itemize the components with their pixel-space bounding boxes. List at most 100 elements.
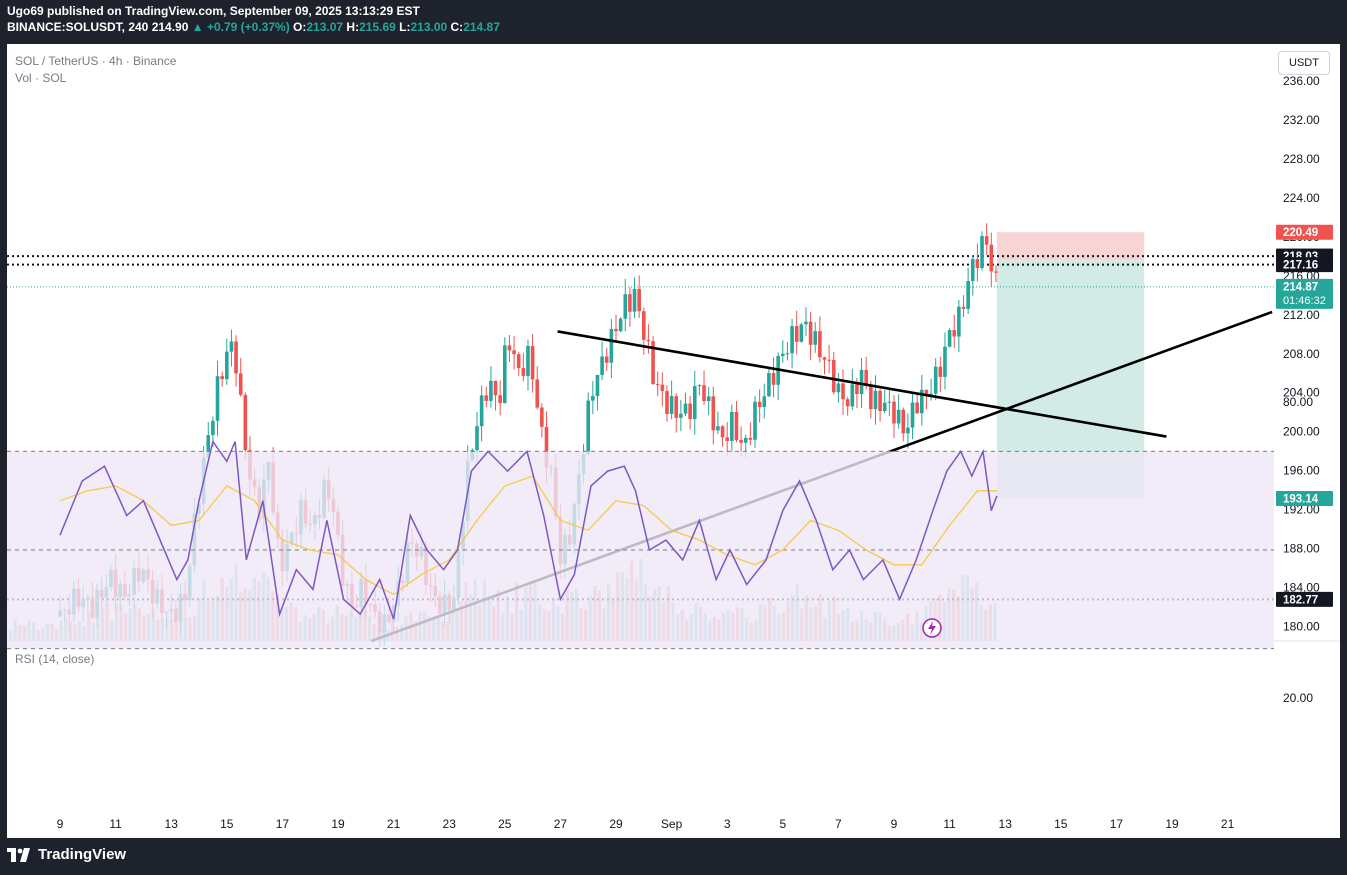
time-tick-label: 19 [331,817,345,831]
candle-body [600,356,604,376]
candle-body [479,395,484,427]
candle-body [887,401,892,403]
candle-body [790,326,794,354]
candle-body [489,380,493,401]
candle-body [609,328,614,363]
candle-body [938,366,943,377]
ohlc-high: 215.69 [359,20,396,34]
currency-button[interactable]: USDT [1278,51,1330,75]
rsi-tick-label: 80.00 [1283,395,1313,409]
price-label-box [1276,490,1333,506]
candle-body [243,394,248,451]
candle-body [530,345,535,380]
tradingview-logo[interactable]: TradingView [7,846,126,863]
price-label-box [1276,591,1333,607]
time-tick-label: 3 [724,817,731,831]
price-tick-label: 224.00 [1283,191,1320,205]
candle-body [618,318,623,332]
time-tick-label: 9 [57,817,64,831]
candle-body [493,380,498,396]
candle-body [943,346,947,377]
candle-body [785,353,790,355]
candle-body [753,401,757,440]
candle-body [697,385,702,387]
candle-body [716,426,720,431]
candle-body [845,399,850,407]
price-tick-label: 184.00 [1283,580,1320,594]
candle-body [535,379,540,408]
candle-body [595,375,600,396]
candle-body [614,328,618,332]
candle-body [869,385,873,410]
ohlc-open-label: O: [293,20,307,34]
price-label-box [1276,278,1333,309]
candle-body [692,386,697,420]
candle-body [674,396,679,418]
time-tick-label: 11 [943,817,956,831]
candle-body [211,420,215,436]
candle-body [762,396,767,408]
time-tick-label: 9 [891,817,898,831]
candle-body [628,294,632,312]
series-title: SOL / TetherUS · 4h · Binance [15,54,177,68]
symbol-ohlc: BINANCE:SOLUSDT, 240 214.90 ▲ +0.79 (+0.… [7,19,500,35]
candle-body [623,294,628,319]
candle-body [665,391,669,414]
price-chart[interactable]: 236.00232.00228.00224.00220.00216.00212.… [7,44,1340,838]
rsi-label: RSI (14, close) [15,652,94,666]
time-tick-label: 29 [609,817,623,831]
candle-body [864,369,868,386]
candle-body [234,341,238,374]
candle-body [910,402,915,428]
candle-body [503,345,507,404]
stop-loss-zone [996,232,1145,261]
candle-body [215,376,220,421]
candle-body [688,403,692,420]
candle-body [966,280,970,309]
candle-body [660,384,665,392]
rsi-ma-line [59,475,997,596]
ohlc-close-label: C: [450,20,464,34]
time-tick-label: 19 [1165,817,1179,831]
tradingview-logo-icon [7,847,30,862]
candle-body [206,435,211,458]
ohlc-low: 213.00 [410,20,448,34]
time-tick-label: 17 [1110,817,1124,831]
time-tick-label: 7 [835,817,842,831]
symbol: BINANCE:SOLUSDT, 240 [7,20,149,34]
candle-body [767,373,771,397]
candle-body [957,306,961,337]
time-tick-label: 17 [276,817,290,831]
candle-body [799,324,804,342]
candle-body [855,384,859,395]
candle-body [961,306,966,309]
candle-body [683,403,688,414]
candle-body [730,411,734,442]
time-tick-label: 25 [498,817,512,831]
time-tick-label: 13 [999,817,1013,831]
candle-body [540,407,544,427]
time-tick-label: 21 [387,817,401,831]
price-tick-label: 228.00 [1283,152,1320,166]
candle-body [591,395,595,401]
candle-body [526,345,530,376]
candle-body [229,341,234,352]
candle-body [711,396,716,431]
price-change: ▲ +0.79 (+0.37%) [191,20,290,34]
candle-body [924,389,929,394]
candle-body [516,354,521,369]
candle-body [929,393,933,395]
time-tick-label: 11 [109,817,122,831]
candle-body [827,359,831,361]
brand-name: TradingView [38,846,127,863]
candle-body [220,376,224,380]
time-tick-label: 5 [779,817,786,831]
price-label: 220.49 [1283,227,1318,239]
price-label-box [1276,224,1333,240]
time-tick-label: 15 [220,817,234,831]
candle-body [989,244,994,272]
price-tick-label: 180.00 [1283,619,1320,633]
rsi-tick-label: 20.00 [1283,691,1313,705]
candle-body [521,368,526,376]
time-tick-label: 27 [554,817,568,831]
